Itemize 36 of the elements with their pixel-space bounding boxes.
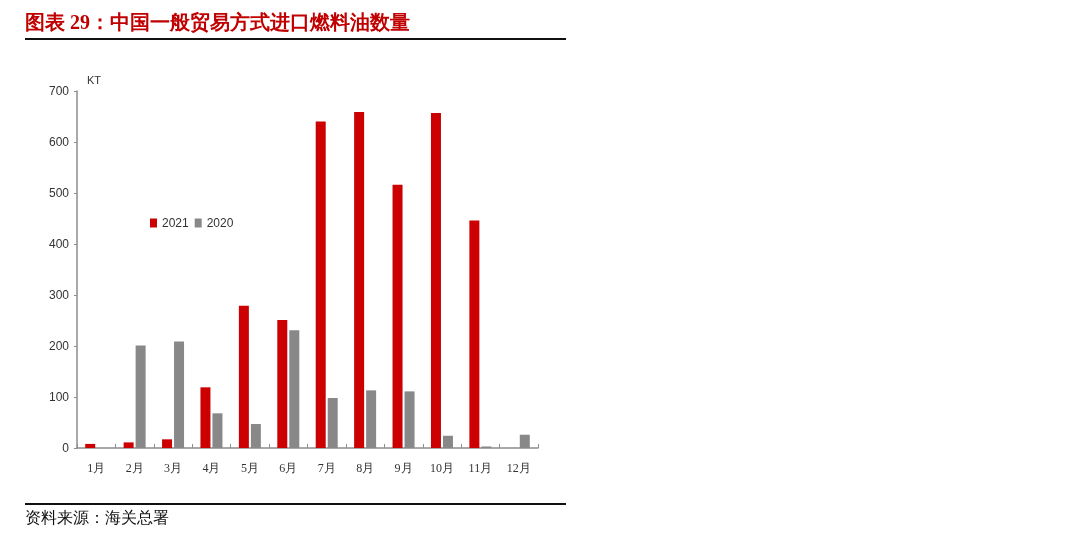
x-tick-label: 6月: [279, 461, 298, 475]
legend-label: 2021: [162, 216, 190, 230]
y-tick-label: 700: [48, 84, 70, 98]
y-tick-label: 0: [62, 441, 70, 455]
y-tick-label: 300: [48, 288, 70, 302]
bar: [200, 387, 211, 448]
y-tick-label: 500: [48, 186, 70, 200]
bar: [162, 439, 173, 448]
legend-label: 2020: [206, 216, 234, 230]
text: 资料来源：海关总署: [25, 505, 566, 531]
y-tick-label: 400: [48, 237, 70, 251]
x-tick-label: 9月: [394, 461, 413, 475]
x-tick-label: 2月: [125, 461, 144, 475]
x-tick-label: 1月: [87, 461, 106, 475]
y-tick-label: 100: [48, 390, 70, 404]
bar: [315, 121, 326, 448]
chart-title: 图表 29：中国一般贸易方式进口燃料油数量: [25, 8, 566, 40]
x-tick-label: 4月: [202, 461, 221, 475]
y-axis-title: KT: [87, 73, 102, 86]
bar: [392, 184, 403, 448]
bar: [85, 443, 96, 448]
bar: [354, 111, 365, 448]
x-tick-label: 8月: [356, 461, 375, 475]
x-tick-label: 11月: [468, 461, 493, 475]
bar: [277, 319, 288, 448]
x-tick-label: 10月: [429, 461, 454, 475]
y-tick-label: 200: [48, 339, 70, 353]
y-tick-label: 600: [48, 135, 70, 149]
bar: [238, 305, 249, 448]
bar: [430, 112, 441, 448]
bar: [123, 442, 134, 448]
x-tick-label: 5月: [240, 461, 259, 475]
x-tick-label: 3月: [164, 461, 183, 475]
bar: [469, 220, 480, 448]
x-tick-label: 12月: [506, 461, 531, 475]
x-tick-label: 7月: [317, 461, 336, 475]
